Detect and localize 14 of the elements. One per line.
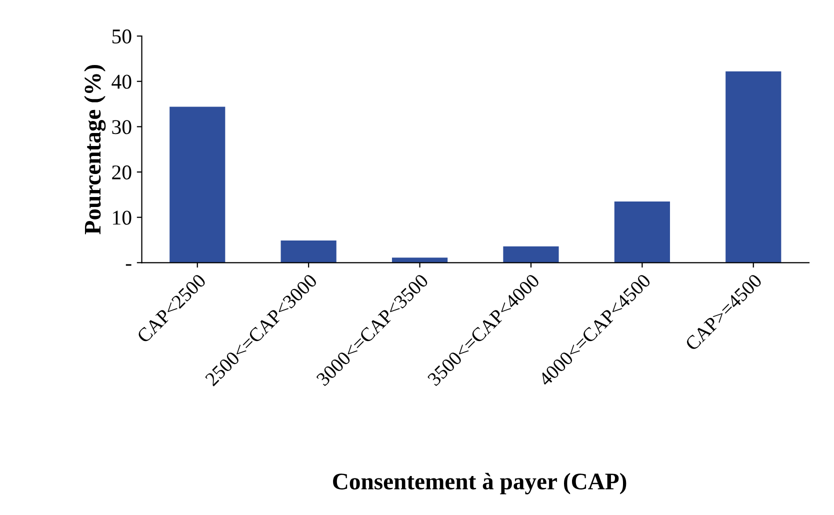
- bar: [614, 201, 670, 263]
- bar: [392, 258, 448, 263]
- bar: [170, 106, 226, 263]
- y-axis-title: Pourcentage (%): [84, 65, 106, 234]
- bar: [726, 71, 782, 263]
- y-tick-label: 30: [112, 120, 132, 134]
- y-tick-label: 10: [113, 210, 132, 225]
- bar: [503, 246, 559, 263]
- bar: [280, 240, 336, 263]
- y-tick-label: 40: [112, 74, 132, 89]
- y-tick-label: 20: [112, 165, 132, 180]
- x-axis-title: Consentement à payer (CAP): [333, 472, 626, 494]
- y-tick-label: 50: [112, 29, 132, 44]
- y-tick-label: -: [126, 264, 132, 266]
